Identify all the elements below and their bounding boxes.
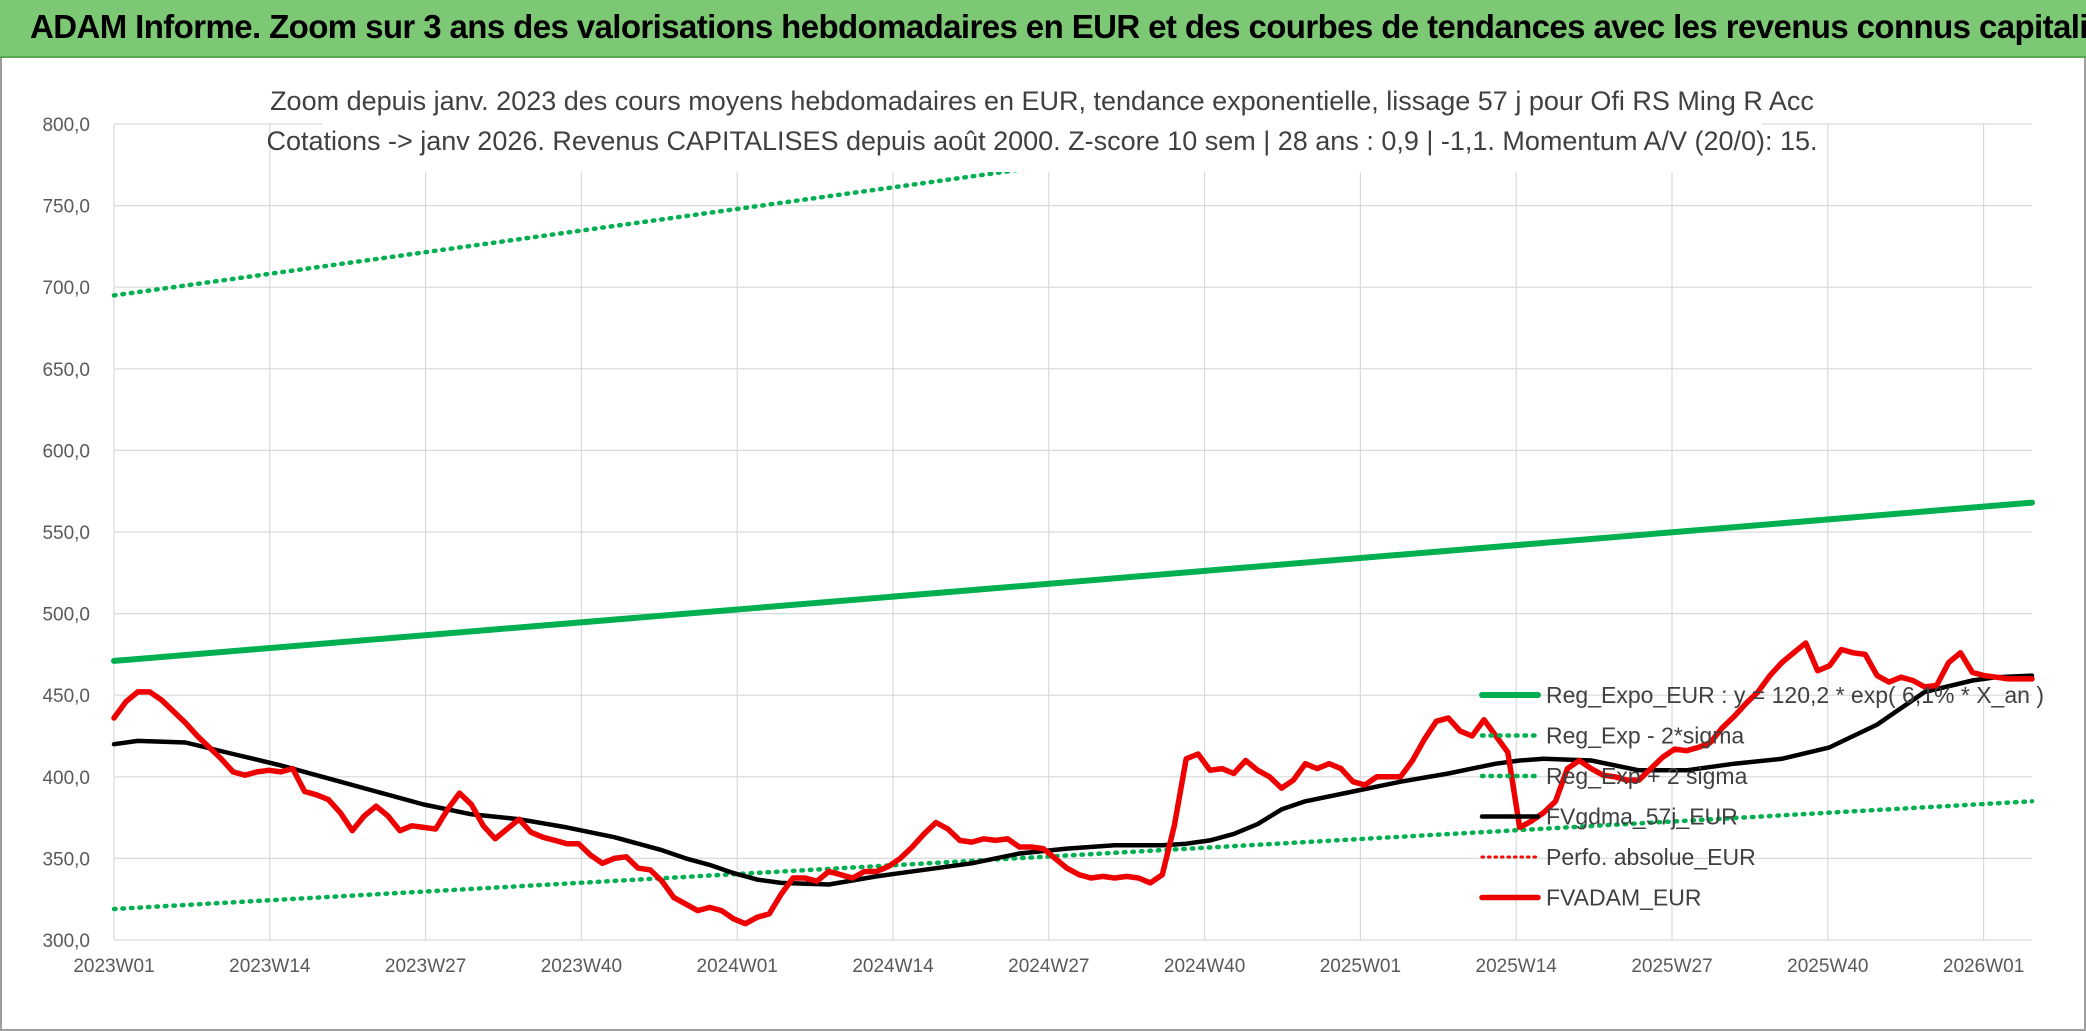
x-tick-label: 2024W14: [852, 956, 934, 977]
x-tick-label: 2025W27: [1631, 956, 1712, 977]
y-tick-label: 550,0: [42, 523, 90, 544]
y-tick-label: 700,0: [42, 278, 90, 299]
x-tick-label: 2024W01: [697, 956, 778, 977]
legend-label: Reg_Exp + 2 sigma: [1546, 763, 1748, 789]
series-line-sigma_low: [111, 799, 2035, 912]
y-axis-ticks: 300,0 350,0 400,0 450,0 500,0 550,0 600,0 650,0…: [42, 115, 90, 952]
legend-label: Reg_Expo_EUR : y = 120,2 * exp( 6,1% * X…: [1546, 682, 2044, 708]
y-tick-label: 300,0: [42, 931, 90, 952]
y-tick-label: 400,0: [42, 768, 90, 789]
series-line-reg_expo: [111, 499, 2035, 664]
y-tick-label: 600,0: [42, 441, 90, 462]
line-chart: 300,0 350,0 400,0 450,0 500,0 550,0 600,0 650,0…: [42, 76, 2044, 977]
x-tick-label: 2023W40: [541, 956, 622, 977]
x-axis-ticks: 2023W01 2023W14 2023W27 2023W40 2024W01 2024W…: [73, 956, 2024, 977]
title-banner: ADAM Informe. Zoom sur 3 ans des valoris…: [0, 0, 2086, 58]
series-group: [111, 120, 2035, 927]
chart-subtitle: Zoom depuis janv. 2023 des cours moyens …: [266, 76, 1818, 172]
y-tick-label: 500,0: [42, 605, 90, 626]
x-tick-label: 2025W40: [1787, 956, 1868, 977]
x-tick-label: 2026W01: [1943, 956, 2024, 977]
series-line-price: [111, 640, 2035, 927]
subtitle-line: Cotations -> janv 2026. Revenus CAPITALI…: [266, 126, 1817, 156]
legend-label: FVgdma_57j_EUR: [1546, 804, 1738, 830]
legend-label: Perfo. absolue_EUR: [1546, 844, 1756, 870]
x-tick-label: 2023W27: [385, 956, 466, 977]
x-tick-label: 2025W01: [1320, 956, 1401, 977]
y-tick-label: 750,0: [42, 197, 90, 218]
chart-frame: 300,0 350,0 400,0 450,0 500,0 550,0 600,0 650,0…: [0, 58, 2086, 1031]
x-tick-label: 2023W14: [229, 956, 311, 977]
y-tick-label: 450,0: [42, 686, 90, 707]
legend: Reg_Expo_EUR : y = 120,2 * exp( 6,1% * X…: [1479, 682, 2044, 911]
report-title: ADAM Informe. Zoom sur 3 ans des valoris…: [30, 8, 2086, 45]
subtitle-background: [322, 76, 1762, 172]
legend-label: Reg_Exp - 2*sigma: [1546, 723, 1744, 749]
x-tick-label: 2023W01: [73, 956, 154, 977]
subtitle-line: Zoom depuis janv. 2023 des cours moyens …: [270, 86, 1814, 116]
x-tick-label: 2024W27: [1008, 956, 1089, 977]
y-tick-label: 350,0: [42, 849, 90, 870]
x-tick-label: 2025W14: [1476, 956, 1558, 977]
y-tick-label: 800,0: [42, 115, 90, 136]
x-tick-label: 2024W40: [1164, 956, 1245, 977]
legend-label: FVADAM_EUR: [1546, 885, 1702, 911]
series-line-smooth: [111, 673, 2035, 887]
y-tick-label: 650,0: [42, 360, 90, 381]
